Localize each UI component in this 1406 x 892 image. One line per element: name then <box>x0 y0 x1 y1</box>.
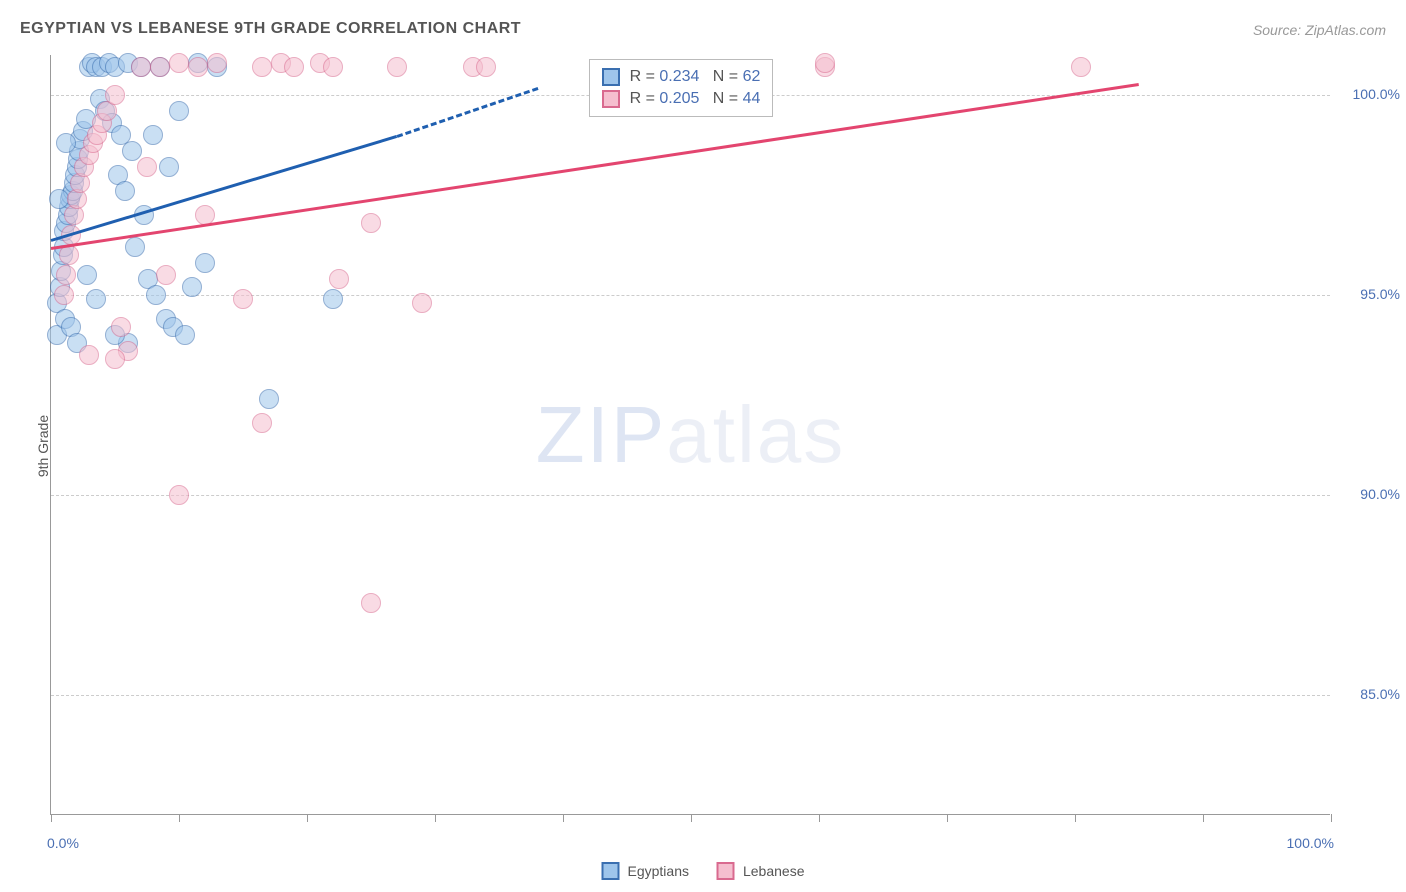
scatter-point <box>86 289 106 309</box>
chart-source: Source: ZipAtlas.com <box>1253 22 1386 38</box>
scatter-point <box>815 53 835 73</box>
stats-text: R = 0.205 N = 44 <box>630 90 761 108</box>
x-tick <box>947 814 948 822</box>
y-tick-label: 90.0% <box>1360 486 1400 502</box>
scatter-point <box>195 253 215 273</box>
scatter-point <box>56 265 76 285</box>
x-tick <box>819 814 820 822</box>
stats-legend-row: R = 0.234 N = 62 <box>602 66 761 88</box>
scatter-point <box>323 57 343 77</box>
scatter-point <box>259 389 279 409</box>
source-name: ZipAtlas.com <box>1305 22 1386 38</box>
watermark: ZIPatlas <box>536 389 845 481</box>
scatter-point <box>252 57 272 77</box>
scatter-point <box>54 285 74 305</box>
legend-swatch <box>717 862 735 880</box>
legend-swatch <box>602 68 620 86</box>
scatter-point <box>56 133 76 153</box>
scatter-point <box>175 325 195 345</box>
scatter-point <box>143 125 163 145</box>
scatter-point <box>284 57 304 77</box>
scatter-point <box>323 289 343 309</box>
scatter-point <box>188 57 208 77</box>
trend-line <box>51 135 397 242</box>
scatter-point <box>387 57 407 77</box>
scatter-point <box>111 317 131 337</box>
x-tick <box>563 814 564 822</box>
gridline <box>51 495 1330 496</box>
y-tick-label: 100.0% <box>1353 86 1400 102</box>
scatter-point <box>169 101 189 121</box>
scatter-point <box>412 293 432 313</box>
x-tick-label: 0.0% <box>47 835 79 851</box>
bottom-legend-item: Lebanese <box>717 862 805 880</box>
stats-legend-row: R = 0.205 N = 44 <box>602 88 761 110</box>
bottom-legend-label: Egyptians <box>628 863 689 879</box>
scatter-point <box>169 53 189 73</box>
chart-title: EGYPTIAN VS LEBANESE 9TH GRADE CORRELATI… <box>20 20 521 38</box>
stats-text: R = 0.234 N = 62 <box>630 68 761 86</box>
bottom-legend-label: Lebanese <box>743 863 805 879</box>
scatter-point <box>361 213 381 233</box>
x-tick <box>307 814 308 822</box>
y-tick-label: 85.0% <box>1360 686 1400 702</box>
x-tick <box>179 814 180 822</box>
scatter-point <box>137 157 157 177</box>
scatter-point <box>361 593 381 613</box>
scatter-point <box>156 265 176 285</box>
scatter-point <box>182 277 202 297</box>
legend-swatch <box>602 862 620 880</box>
bottom-legend-item: Egyptians <box>602 862 689 880</box>
scatter-point <box>79 345 99 365</box>
y-tick-label: 95.0% <box>1360 286 1400 302</box>
scatter-point <box>105 85 125 105</box>
x-tick <box>1331 814 1332 822</box>
stats-legend: R = 0.234 N = 62 R = 0.205 N = 44 <box>589 59 774 117</box>
x-tick-label: 100.0% <box>1287 835 1334 851</box>
scatter-point <box>476 57 496 77</box>
scatter-point <box>1071 57 1091 77</box>
watermark-bold: ZIP <box>536 390 666 479</box>
scatter-point <box>233 289 253 309</box>
scatter-point <box>125 237 145 257</box>
scatter-point <box>169 485 189 505</box>
scatter-point <box>150 57 170 77</box>
x-tick <box>435 814 436 822</box>
scatter-point <box>105 349 125 369</box>
plot-area: ZIPatlas 85.0%90.0%95.0%100.0%0.0%100.0%… <box>50 55 1330 815</box>
scatter-point <box>252 413 272 433</box>
x-tick <box>1075 814 1076 822</box>
bottom-legend: Egyptians Lebanese <box>602 862 805 880</box>
scatter-point <box>329 269 349 289</box>
gridline <box>51 695 1330 696</box>
scatter-point <box>207 53 227 73</box>
scatter-point <box>122 141 142 161</box>
x-tick <box>1203 814 1204 822</box>
source-prefix: Source: <box>1253 22 1305 38</box>
y-axis-title: 9th Grade <box>35 415 51 477</box>
watermark-rest: atlas <box>666 390 845 479</box>
scatter-point <box>131 57 151 77</box>
scatter-point <box>159 157 179 177</box>
scatter-point <box>115 181 135 201</box>
scatter-point <box>77 265 97 285</box>
x-tick <box>691 814 692 822</box>
x-tick <box>51 814 52 822</box>
legend-swatch <box>602 90 620 108</box>
scatter-point <box>146 285 166 305</box>
